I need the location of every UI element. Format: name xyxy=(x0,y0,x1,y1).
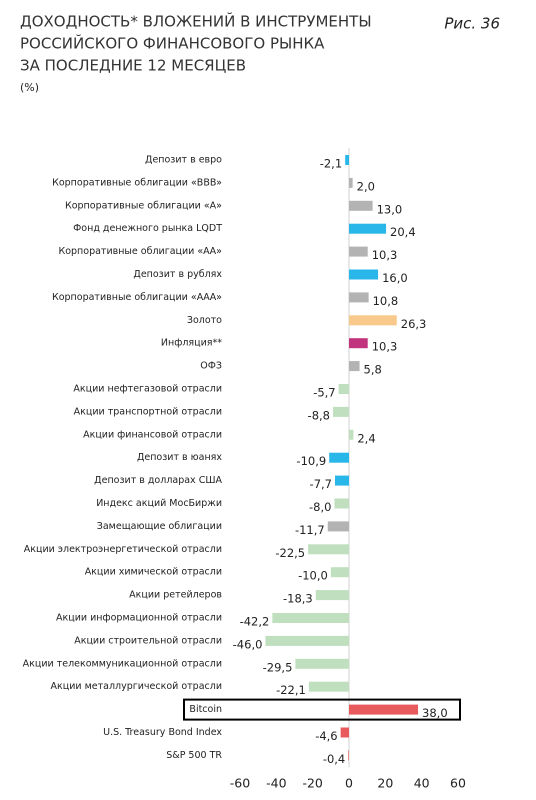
value-label: -2,1 xyxy=(320,157,342,171)
category-label: S&P 500 TR xyxy=(166,750,222,761)
bar xyxy=(308,681,349,692)
value-label: -5,7 xyxy=(313,386,335,400)
bar xyxy=(349,246,368,257)
category-label: Акции нефтегазовой отрасли xyxy=(73,384,222,395)
value-label: 16,0 xyxy=(382,271,408,285)
value-label: -4,6 xyxy=(315,729,337,743)
value-label: -8,8 xyxy=(308,408,330,422)
category-label: Депозит в рублях xyxy=(133,269,222,280)
bar xyxy=(330,567,349,578)
bar xyxy=(349,338,368,349)
bar xyxy=(329,452,349,463)
bar xyxy=(327,521,349,532)
x-tick-label: 20 xyxy=(377,776,393,791)
category-label: Золото xyxy=(187,315,222,326)
subtitle: (%) xyxy=(20,81,39,94)
bar xyxy=(340,727,349,738)
value-label: -22,1 xyxy=(276,683,306,697)
bar xyxy=(333,406,349,417)
category-label: Акции ретейлеров xyxy=(129,590,222,601)
value-label: 2,4 xyxy=(357,431,375,445)
category-label: Индекс акций МосБиржи xyxy=(96,498,222,509)
value-label: -46,0 xyxy=(233,637,263,651)
figure-label: Рис. 36 xyxy=(444,15,500,33)
value-label: 20,4 xyxy=(390,225,416,239)
value-label: 5,8 xyxy=(364,363,382,377)
value-label: -10,9 xyxy=(296,454,326,468)
value-label: -8,0 xyxy=(309,500,331,514)
category-label: Акции строительной отрасли xyxy=(74,635,222,646)
bar xyxy=(295,658,349,669)
value-label: -18,3 xyxy=(283,592,313,606)
highlight-box xyxy=(183,698,461,721)
title-line: ДОХОДНОСТЬ* ВЛОЖЕНИЙ В ИНСТРУМЕНТЫ xyxy=(20,12,372,31)
category-label: Замещающие облигации xyxy=(97,521,222,532)
category-label: Bitcoin xyxy=(189,704,222,715)
bar xyxy=(349,704,419,715)
category-label: Акции металлургической отрасли xyxy=(51,681,223,692)
title-line: ЗА ПОСЛЕДНИЕ 12 МЕСЯЦЕВ xyxy=(20,57,246,75)
x-tick-label: 60 xyxy=(450,776,466,791)
value-label: 26,3 xyxy=(401,317,427,331)
category-label: Акции телекоммуникационной отрасли xyxy=(23,658,222,669)
bar xyxy=(349,429,354,440)
bar xyxy=(349,177,353,188)
value-label: -22,5 xyxy=(275,546,305,560)
category-label: U.S. Treasury Bond Index xyxy=(103,727,222,738)
category-label: Корпоративные облигации «BBB» xyxy=(52,177,222,188)
bar xyxy=(335,475,349,486)
category-label: Корпоративные облигации «А» xyxy=(65,200,222,211)
bar xyxy=(349,200,373,211)
value-label: -42,2 xyxy=(240,615,270,629)
bar xyxy=(345,155,349,165)
category-label: Акции транспортной отрасли xyxy=(74,406,222,417)
bar xyxy=(338,384,349,394)
bar xyxy=(349,315,397,326)
category-label: Акции электроэнергетической отрасли xyxy=(24,544,222,555)
bar xyxy=(315,590,349,601)
value-label: -0,4 xyxy=(323,752,345,766)
category-label: Фонд денежного рынка LQDT xyxy=(73,223,222,234)
category-label: Депозит в евро xyxy=(145,155,222,166)
category-label: Акции химической отрасли xyxy=(85,567,222,578)
category-label: Депозит в юанях xyxy=(137,452,222,463)
value-label: 13,0 xyxy=(377,202,403,216)
x-tick-label: 40 xyxy=(414,776,430,791)
bar xyxy=(272,613,349,623)
category-label: Акции информационной отрасли xyxy=(56,613,222,624)
x-tick-label: 0 xyxy=(345,776,353,791)
value-label: 38,0 xyxy=(422,706,448,720)
bar xyxy=(349,292,369,303)
bar xyxy=(265,635,349,646)
value-label: -10,0 xyxy=(298,569,328,583)
bar xyxy=(334,498,349,509)
category-label: Акции финансовой отрасли xyxy=(83,429,222,440)
bar xyxy=(349,223,387,234)
category-label: Корпоративные облигации «ААА» xyxy=(52,292,222,303)
value-label: 10,8 xyxy=(373,294,399,308)
category-label: Депозит в долларах США xyxy=(94,475,222,486)
bar xyxy=(349,361,360,372)
bar xyxy=(348,750,349,761)
bar xyxy=(308,544,349,555)
x-tick-label: -20 xyxy=(302,776,322,791)
value-label: 10,3 xyxy=(372,340,398,354)
value-label: 10,3 xyxy=(372,248,398,262)
value-label: -7,7 xyxy=(310,477,332,491)
value-label: 2,0 xyxy=(357,179,375,193)
x-tick-label: -60 xyxy=(230,776,250,791)
category-label: Инфляция** xyxy=(161,338,222,349)
value-label: -29,5 xyxy=(263,660,293,674)
bar xyxy=(349,269,379,280)
title-line: РОССИЙСКОГО ФИНАНСОВОГО РЫНКА xyxy=(20,34,325,53)
category-label: ОФЗ xyxy=(200,361,222,372)
x-tick-label: -40 xyxy=(266,776,286,791)
value-label: -11,7 xyxy=(295,523,325,537)
category-label: Корпоративные облигации «АА» xyxy=(58,246,222,257)
